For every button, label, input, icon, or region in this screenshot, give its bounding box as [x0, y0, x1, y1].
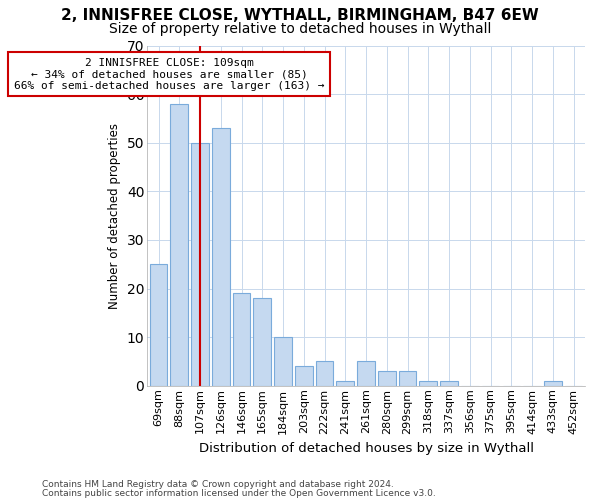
Bar	[399, 371, 416, 386]
Bar	[440, 381, 458, 386]
Bar	[170, 104, 188, 386]
Bar	[233, 294, 250, 386]
Bar	[316, 362, 334, 386]
Text: 2 INNISFREE CLOSE: 109sqm
← 34% of detached houses are smaller (85)
66% of semi-: 2 INNISFREE CLOSE: 109sqm ← 34% of detac…	[14, 58, 324, 91]
Bar	[337, 381, 354, 386]
Bar	[253, 298, 271, 386]
Bar	[150, 264, 167, 386]
Bar	[419, 381, 437, 386]
Bar	[191, 142, 209, 386]
Text: 2, INNISFREE CLOSE, WYTHALL, BIRMINGHAM, B47 6EW: 2, INNISFREE CLOSE, WYTHALL, BIRMINGHAM,…	[61, 8, 539, 22]
X-axis label: Distribution of detached houses by size in Wythall: Distribution of detached houses by size …	[199, 442, 533, 455]
Text: Contains HM Land Registry data © Crown copyright and database right 2024.: Contains HM Land Registry data © Crown c…	[42, 480, 394, 489]
Bar	[274, 337, 292, 386]
Bar	[378, 371, 395, 386]
Text: Size of property relative to detached houses in Wythall: Size of property relative to detached ho…	[109, 22, 491, 36]
Bar	[544, 381, 562, 386]
Text: Contains public sector information licensed under the Open Government Licence v3: Contains public sector information licen…	[42, 488, 436, 498]
Bar	[212, 128, 230, 386]
Bar	[295, 366, 313, 386]
Bar	[357, 362, 375, 386]
Y-axis label: Number of detached properties: Number of detached properties	[108, 122, 121, 308]
